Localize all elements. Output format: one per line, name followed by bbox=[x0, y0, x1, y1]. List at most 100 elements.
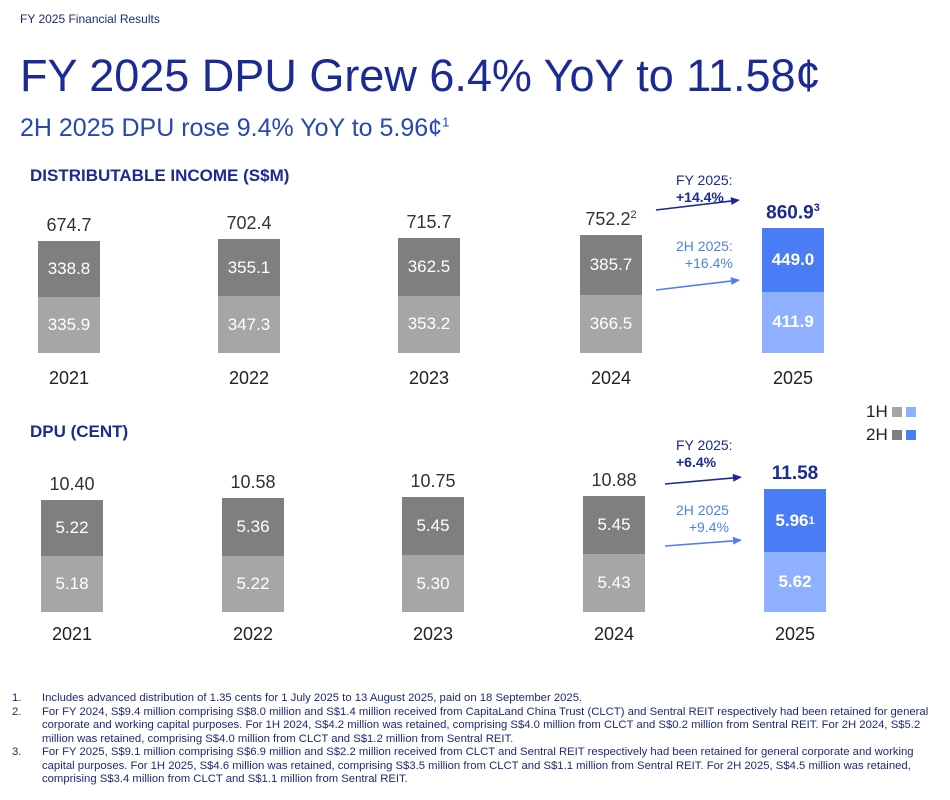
bar-label-2h: 385.7 bbox=[589, 255, 633, 275]
total-value: 674.7 bbox=[46, 214, 92, 235]
year-label-2021: 2021 bbox=[51, 624, 93, 644]
bar-total-2021: 10.40 bbox=[12, 474, 132, 495]
total-value: 10.58 bbox=[230, 472, 276, 493]
fy-growth-label: FY 2025: bbox=[676, 172, 733, 188]
total-value: 10.88 bbox=[591, 469, 637, 490]
fy-arrow-icon bbox=[664, 473, 742, 485]
footnote-number: 1. bbox=[12, 692, 22, 704]
bar-label-1h: 335.9 bbox=[47, 315, 91, 335]
bar-total-2022: 10.58 bbox=[193, 472, 313, 493]
bar-total-2023: 715.7 bbox=[369, 212, 489, 233]
bar-label-2h: 355.1 bbox=[227, 257, 271, 277]
h2-growth-value: +16.4% bbox=[684, 255, 733, 271]
legend-swatch-2h-gray bbox=[891, 430, 902, 440]
legend-1h: 1H bbox=[866, 402, 916, 422]
bar-2h-2022: 355.1 bbox=[218, 238, 280, 297]
bar-1h-2024: 5.43 bbox=[583, 553, 645, 612]
year-label-2021: 2021 bbox=[48, 368, 90, 388]
year-label-2024: 2024 bbox=[590, 368, 632, 388]
total-value: 715.7 bbox=[406, 212, 452, 233]
bar-label-1h: 353.2 bbox=[407, 314, 451, 334]
bar-total-2022: 702.4 bbox=[189, 213, 309, 234]
bar-label-2h: 449.0 bbox=[771, 249, 815, 269]
h2-growth-label: 2H 2025: bbox=[676, 238, 733, 254]
footnote-text: Includes advanced distribution of 1.35 c… bbox=[42, 692, 583, 704]
bar-2h-2025: 5.96 1 bbox=[764, 489, 826, 553]
year-label-2022: 2022 bbox=[228, 368, 270, 388]
bar-label-2h: 5.45 bbox=[416, 515, 450, 535]
total-value: 10.75 bbox=[410, 470, 456, 491]
bar-label-1h: 366.5 bbox=[589, 313, 633, 333]
bar-1h-2022: 347.3 bbox=[218, 296, 280, 353]
bar-1h-2025: 5.62 bbox=[764, 552, 826, 612]
h2-arrow-icon bbox=[664, 536, 742, 547]
year-label-2023: 2023 bbox=[412, 624, 454, 644]
page-title: FY 2025 DPU Grew 6.4% YoY to 11.58¢ bbox=[20, 50, 821, 101]
legend-2h-label: 2H bbox=[866, 425, 888, 444]
bar-total-2023: 10.75 bbox=[373, 471, 493, 492]
legend-2h: 2H bbox=[866, 425, 916, 445]
bar-1h-2023: 353.2 bbox=[398, 295, 460, 353]
dpu-chart-title: DPU (CENT) bbox=[30, 422, 129, 441]
bar-label-2h: 338.8 bbox=[47, 258, 91, 278]
footnote-ref: 3 bbox=[813, 201, 820, 214]
bar-1h-2022: 5.22 bbox=[222, 555, 284, 612]
bar-2h-2023: 5.45 bbox=[402, 496, 464, 556]
footnote-ref: 2 bbox=[630, 209, 637, 222]
bar-label-2h: 5.22 bbox=[55, 518, 89, 538]
bar-1h-2024: 366.5 bbox=[580, 294, 642, 353]
fy-growth-value: +6.4% bbox=[676, 454, 717, 470]
bar-2h-2021: 338.8 bbox=[38, 240, 100, 298]
bar-2h-2024: 5.45 bbox=[583, 495, 645, 554]
kicker: FY 2025 Financial Results bbox=[20, 12, 160, 26]
h2-arrow-icon bbox=[655, 277, 740, 291]
footnote-number: 2. bbox=[12, 705, 22, 718]
footnote-item: 1. Includes advanced distribution of 1.35… bbox=[12, 692, 937, 706]
footnote-item: 2. For FY 2024, S$9.4 million comprising … bbox=[12, 706, 937, 747]
bar-label-1h: 5.22 bbox=[236, 573, 270, 593]
bar-label-2h: 5.96 bbox=[775, 510, 809, 530]
footnote-text: For FY 2025, S$9.1 million comprising S$… bbox=[42, 746, 914, 785]
bar-2h-2024: 385.7 bbox=[580, 235, 642, 295]
year-label-2025: 2025 bbox=[774, 624, 816, 644]
total-value: 10.40 bbox=[49, 474, 95, 495]
footnote-ref: 1 bbox=[808, 514, 815, 527]
legend-swatch-1h-gray bbox=[891, 407, 902, 417]
year-label-2024: 2024 bbox=[593, 624, 635, 644]
bar-1h-2025: 411.9 bbox=[762, 291, 824, 353]
total-value: 860.9 bbox=[766, 202, 814, 224]
bar-label-1h: 5.30 bbox=[416, 573, 450, 593]
bar-total-2025: 860.93 bbox=[733, 202, 853, 224]
h2-growth-annotation: 2H 2025 +9.4% bbox=[676, 502, 729, 536]
page-subtitle: 2H 2025 DPU rose 9.4% YoY to 5.96¢1 bbox=[20, 114, 449, 143]
legend-swatch-2h-blue bbox=[905, 430, 916, 440]
bar-total-2025: 11.58 bbox=[735, 463, 855, 485]
subtitle-footnote-ref: 1 bbox=[442, 114, 450, 130]
legend-1h-label: 1H bbox=[866, 402, 888, 421]
footnote-number: 3. bbox=[12, 746, 22, 758]
bar-label-2h: 5.45 bbox=[597, 514, 631, 534]
bar-label-2h: 362.5 bbox=[407, 256, 451, 276]
fy-growth-annotation: FY 2025: +14.4% bbox=[676, 172, 733, 206]
bar-2h-2022: 5.36 bbox=[222, 498, 284, 556]
bar-label-1h: 5.62 bbox=[778, 572, 812, 592]
legend-swatch-1h-blue bbox=[905, 407, 916, 417]
bar-1h-2021: 5.18 bbox=[41, 556, 103, 612]
h2-growth-value: +9.4% bbox=[688, 519, 729, 535]
income-chart-title: DISTRIBUTABLE INCOME (S$M) bbox=[30, 166, 290, 185]
bar-total-2024: 752.22 bbox=[551, 209, 671, 230]
h2-growth-label: 2H 2025 bbox=[676, 502, 729, 518]
bar-2h-2023: 362.5 bbox=[398, 238, 460, 296]
year-label-2025: 2025 bbox=[772, 368, 814, 388]
bar-label-1h: 411.9 bbox=[772, 312, 814, 332]
bar-label-2h: 5.36 bbox=[236, 517, 270, 537]
bar-label-1h: 347.3 bbox=[227, 314, 271, 334]
bar-label-1h: 5.43 bbox=[597, 572, 631, 592]
footnotes: 1. Includes advanced distribution of 1.35… bbox=[12, 692, 937, 787]
bar-total-2024: 10.88 bbox=[554, 470, 674, 491]
bar-2h-2025: 449.0 bbox=[762, 227, 824, 292]
total-value: 702.4 bbox=[226, 212, 272, 233]
footnote-item: 3. For FY 2025, S$9.1 million comprising … bbox=[12, 746, 937, 787]
bar-1h-2021: 335.9 bbox=[38, 297, 100, 353]
